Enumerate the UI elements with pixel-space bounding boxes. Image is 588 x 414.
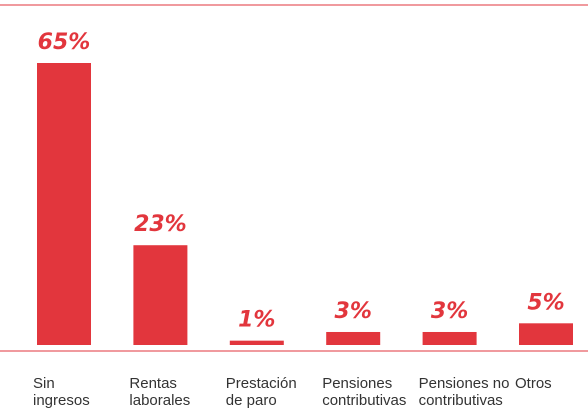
x-tick-label-line: Sin	[33, 375, 55, 392]
value-label: 3%	[431, 299, 468, 324]
x-tick-label: Prestación de paro	[226, 375, 297, 409]
bar	[37, 63, 91, 345]
x-tick-label-line: de paro	[226, 392, 277, 409]
x-tick-label-line: Pensiones	[322, 375, 392, 392]
x-tick-label: Pensiones contributivas	[322, 375, 406, 409]
x-tick-label: Sin ingresos	[33, 375, 90, 409]
bar	[519, 323, 573, 345]
bar	[422, 331, 477, 345]
value-label: 1%	[238, 308, 275, 333]
value-label: 3%	[335, 299, 372, 324]
x-tick-label-line: Rentas	[129, 375, 177, 392]
x-tick-label: Otros	[515, 375, 552, 392]
x-tick-label-line: Pensiones no	[419, 375, 510, 392]
x-tick-label-line: contributivas	[419, 392, 503, 409]
x-tick-label: Rentas laborales	[129, 375, 190, 409]
x-tick-label: Pensiones no contributivas	[419, 375, 510, 409]
x-tick-label-line: ingresos	[33, 392, 90, 409]
x-tick-label-line: laborales	[129, 392, 190, 409]
x-tick-label-line: contributivas	[322, 392, 406, 409]
value-label: 65%	[38, 30, 91, 55]
x-tick-label-line: Prestación	[226, 375, 297, 392]
bar	[229, 340, 284, 345]
x-tick-label-line: Otros	[515, 375, 552, 392]
bar	[326, 331, 381, 345]
value-label: 23%	[134, 212, 187, 237]
bar	[133, 245, 188, 345]
value-label: 5%	[527, 290, 564, 315]
